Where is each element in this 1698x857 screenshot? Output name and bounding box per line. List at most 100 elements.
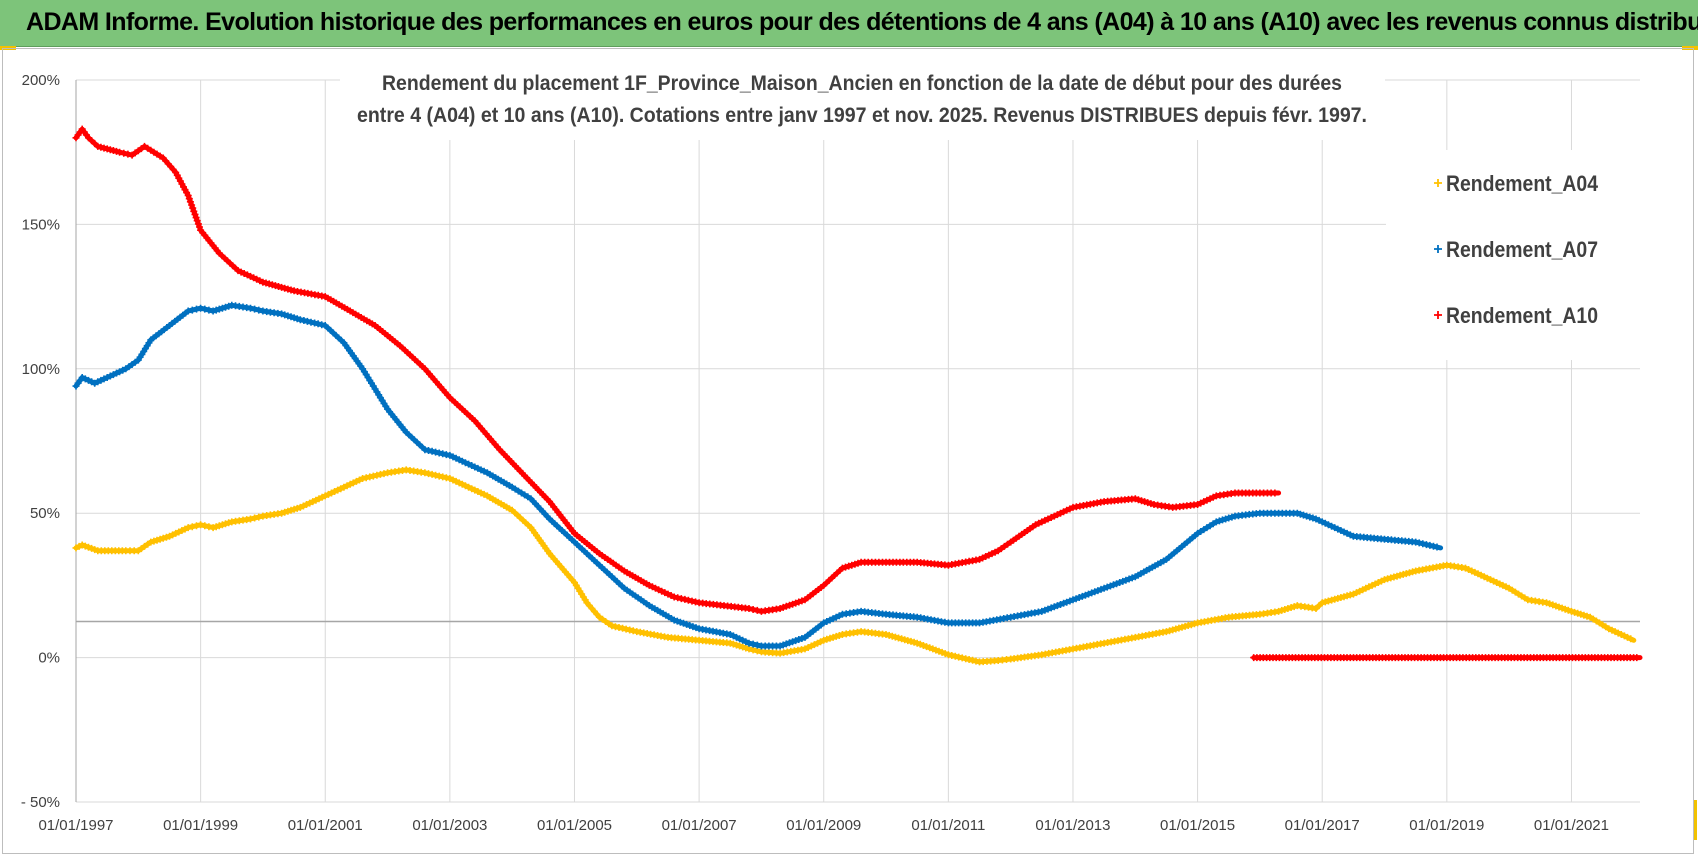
series-markers [776,597,806,612]
chart-title-line: entre 4 (A04) et 10 ans (A10). Cotations… [357,104,1367,127]
series-markers [166,525,189,540]
legend-marker [1434,311,1442,319]
chart-frame [2,48,1694,854]
series-markers [1038,597,1074,615]
series-markers [857,607,886,618]
series-markers [402,466,425,476]
series-rendement-a04 [72,466,1637,666]
series-markers [1586,613,1610,631]
legend-marker [1434,245,1442,253]
series-markers [1256,509,1279,517]
legend-background [1386,150,1640,360]
series-markers [78,541,99,554]
y-tick-label: 50% [30,505,60,522]
series-markers [820,567,844,589]
x-tick-label: 01/01/2017 [1285,817,1360,834]
series-markers [116,148,132,158]
series-line [73,302,1444,649]
series-markers [1543,599,1572,614]
series-markers [1256,608,1279,618]
series-markers [571,579,589,604]
x-tick-label: 01/01/2013 [1035,817,1110,834]
legend: Rendement_A04 Rendement_A07 Rendement_A10 [1386,150,1640,360]
series-markers [521,472,551,503]
series-markers [546,498,576,535]
series-markers [1131,495,1155,508]
series-line [73,126,1282,614]
series-markers [134,540,152,555]
x-tick-label: 01/01/2015 [1160,817,1235,834]
series-markers [801,621,825,641]
series-markers [421,469,450,482]
series-markers [745,645,761,655]
y-tick-label: 200% [22,72,60,89]
series-rendement-a07 [72,301,1444,650]
series-markers [1131,557,1168,581]
series-markers [496,446,526,477]
series-markers [994,656,1010,664]
series-markers [465,483,488,498]
series-markers [670,593,699,606]
legend-label: Rendement_A07 [1446,237,1598,262]
series-markers [465,460,488,475]
series-markers [595,613,613,628]
series-markers [595,561,626,590]
series-markers [994,540,1011,555]
series-markers [215,249,239,272]
series-markers [670,616,700,632]
series-markers [1331,524,1354,539]
series-markers [645,581,675,599]
series-markers [446,475,469,490]
x-tick-label: 01/01/2009 [786,817,861,834]
series-markers [72,542,83,552]
x-tick-label: 01/01/2003 [412,817,487,834]
series-markers [1293,509,1317,522]
x-tick-label: 01/01/2011 [911,817,985,834]
series-markers [134,339,153,364]
series-markers [1524,596,1547,606]
series-markers [508,483,532,501]
series-markers [446,394,476,422]
series-markers [247,304,263,314]
series-markers [396,342,426,370]
x-tick-label: 01/01/2005 [537,817,612,834]
series-markers [1318,591,1354,607]
series-markers [1349,577,1385,598]
series-markers [446,451,469,467]
series-markers [1256,489,1279,497]
series-markers [259,307,282,317]
x-tick-label: 01/01/2007 [662,817,737,834]
y-tick-label: 100% [22,361,60,378]
series-markers [371,322,401,348]
series-markers [321,293,351,313]
series-markers [583,599,601,618]
series-markers [103,366,127,381]
series-markers [820,632,843,644]
series-markers [78,125,90,139]
series-markers [527,524,552,555]
series-markers [745,639,761,649]
series-markers [857,628,886,638]
series-markers [757,605,780,615]
series-markers [571,529,601,556]
series-markers [913,639,949,658]
series-markers [72,376,84,390]
series-markers [527,495,551,520]
series-markers [882,631,918,646]
legend-label: Rendement_A10 [1446,303,1598,328]
series-markers [147,324,171,344]
series-markers [228,301,251,312]
chart-title-box: Rendement du placement 1F_Province_Maiso… [340,62,1385,140]
series-markers [571,538,601,567]
series-markers [1231,510,1260,520]
series-markers [1169,501,1198,511]
series-markers [209,519,233,532]
series-markers [1100,574,1136,592]
x-tick-label: 01/01/1997 [38,817,113,834]
y-tick-label: - 50% [21,794,60,811]
series-markers [801,584,825,604]
series-markers [421,365,452,399]
series-markers [159,154,177,173]
series-markers [359,365,390,410]
series-markers [546,550,576,584]
